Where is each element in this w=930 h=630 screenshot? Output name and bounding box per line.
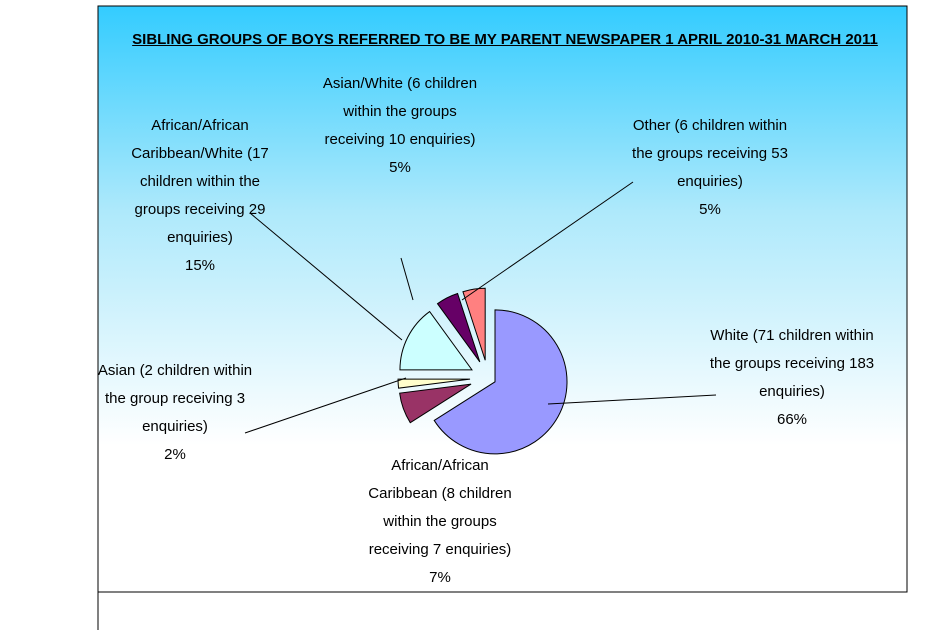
category-label: Other (6 children within the groups rece…	[632, 117, 788, 190]
category-label: White (71 children within the groups rec…	[709, 327, 875, 400]
value-label: 66%	[776, 411, 808, 428]
chart-title: SIBLING GROUPS OF BOYS REFERRED TO BE MY…	[132, 31, 878, 48]
data-label: Asian/White (6 children within the group…	[320, 70, 480, 182]
data-label: African/African Caribbean (8 children wi…	[355, 452, 525, 592]
leader-line	[249, 212, 403, 341]
data-label: White (71 children within the groups rec…	[708, 322, 876, 434]
pie-slice	[399, 383, 472, 424]
data-label: Asian (2 children within the group recei…	[95, 357, 255, 469]
leader-line	[547, 394, 717, 405]
category-label: African/African Caribbean (8 children wi…	[368, 457, 512, 558]
leader-line	[244, 377, 407, 434]
value-label: 5%	[699, 201, 721, 218]
leader-line	[461, 181, 634, 301]
pie-slice	[462, 287, 486, 361]
plot-background	[97, 5, 908, 593]
category-label: African/African Caribbean/White (17 chil…	[131, 117, 269, 246]
data-label: African/African Caribbean/White (17 chil…	[120, 112, 280, 280]
value-label: 7%	[429, 569, 451, 586]
value-label: 15%	[184, 257, 216, 274]
value-label: 5%	[389, 159, 411, 176]
data-label: Other (6 children within the groups rece…	[630, 112, 790, 224]
pie-slice	[436, 292, 481, 363]
leader-line	[400, 257, 414, 301]
category-label: Asian (2 children within the group recei…	[97, 362, 253, 435]
category-label: Asian/White (6 children within the group…	[322, 75, 478, 148]
pie-slice	[399, 310, 473, 371]
value-label: 2%	[164, 446, 186, 463]
pie-slice	[397, 378, 471, 389]
pie-slice	[433, 309, 568, 455]
